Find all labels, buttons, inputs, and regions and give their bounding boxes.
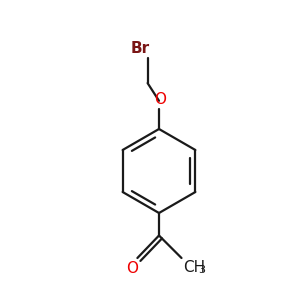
Text: O: O [126,261,138,276]
Text: 3: 3 [198,265,205,275]
Text: O: O [154,92,166,107]
Text: Br: Br [130,41,150,56]
Text: CH: CH [183,260,205,275]
